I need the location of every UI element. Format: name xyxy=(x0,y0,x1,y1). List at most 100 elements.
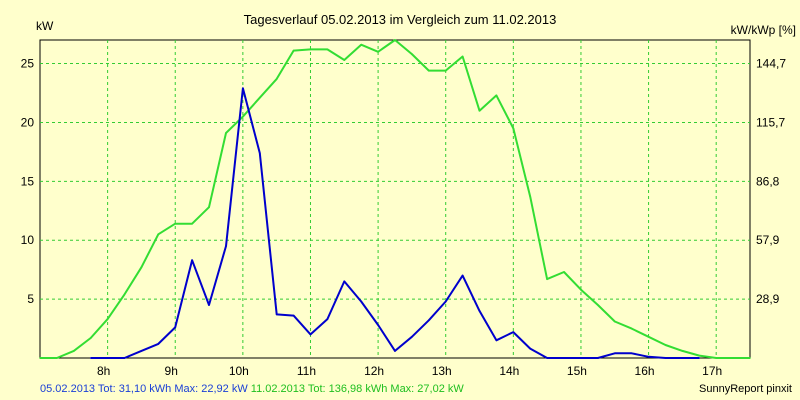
right-tick-label: 28,9 xyxy=(756,292,780,306)
x-tick-label: 13h xyxy=(432,364,452,378)
series-2-point xyxy=(208,206,210,208)
right-tick-label: 57,9 xyxy=(756,233,780,247)
series-2-point xyxy=(360,43,363,46)
series-2-point xyxy=(106,318,109,320)
legend: 05.02.2013 Tot: 31,10 kWh Max: 22,92 kW … xyxy=(40,383,464,395)
left-axis-unit: kW xyxy=(36,19,54,33)
series-1-point xyxy=(360,300,363,303)
x-tick-label: 10h xyxy=(229,364,249,378)
left-tick-label: 5 xyxy=(27,292,34,306)
x-tick-label: 8h xyxy=(97,364,110,378)
series-2-point xyxy=(377,51,379,53)
series-2-point xyxy=(681,350,684,352)
series-1-point xyxy=(495,339,498,342)
left-axis-ticks: 5 10 15 20 25 xyxy=(21,57,35,307)
series-1-point xyxy=(512,331,515,333)
series-2-point xyxy=(411,53,413,55)
left-tick-label: 15 xyxy=(21,174,35,188)
series-2-point xyxy=(140,266,143,269)
series-1-point xyxy=(461,274,464,277)
series xyxy=(39,39,751,359)
series-2-point xyxy=(157,233,160,236)
x-tick-label: 16h xyxy=(635,364,655,378)
right-tick-label: 115,7 xyxy=(756,115,785,129)
series-2-point xyxy=(73,350,75,352)
series-2-point xyxy=(732,357,734,359)
legend-series-1: 05.02.2013 Tot: 31,10 kWh Max: 22,92 kW xyxy=(40,383,248,395)
series-2-point xyxy=(225,132,227,134)
series-2-point xyxy=(647,336,650,338)
series-2-point xyxy=(563,271,565,273)
series-line-1 xyxy=(90,87,700,359)
plot-area xyxy=(39,39,751,359)
series-2-point xyxy=(715,357,717,359)
grid xyxy=(40,40,750,358)
series-1-point xyxy=(394,350,396,352)
legend-series-2: 11.02.2013 Tot: 136,98 kWh Max: 27,02 kW xyxy=(250,383,464,395)
series-1-point xyxy=(343,280,346,283)
series-2-point xyxy=(174,222,176,225)
x-tick-label: 17h xyxy=(702,364,722,378)
series-1-point xyxy=(377,324,379,326)
series-1-point xyxy=(580,357,582,359)
left-tick-label: 25 xyxy=(21,57,35,71)
series-1-point xyxy=(123,357,126,359)
series-2-point xyxy=(580,288,582,291)
series-2-point xyxy=(529,195,531,198)
series-1-point xyxy=(242,87,244,90)
series-2-point xyxy=(478,109,481,112)
series-2-point xyxy=(89,337,92,339)
series-2-point xyxy=(343,59,346,61)
series-1-point xyxy=(326,318,329,320)
series-2-point xyxy=(546,278,548,280)
series-2-point xyxy=(614,320,616,323)
series-2-point xyxy=(461,55,464,58)
series-2-point xyxy=(495,94,498,97)
series-2-point xyxy=(242,115,244,118)
series-2-point xyxy=(123,293,126,296)
series-1-point xyxy=(174,326,176,329)
series-1-point xyxy=(411,336,413,338)
series-2-point xyxy=(309,48,312,51)
series-2-point xyxy=(39,357,41,359)
series-2-point xyxy=(326,48,329,51)
series-1-point xyxy=(563,357,565,359)
series-2-point xyxy=(597,304,599,306)
series-2-point xyxy=(698,354,701,357)
x-tick-label: 15h xyxy=(567,364,587,378)
series-1-point xyxy=(698,357,701,359)
series-1-point xyxy=(89,357,92,359)
series-2-point xyxy=(749,357,751,359)
series-1-point xyxy=(478,310,481,312)
right-tick-label: 86,8 xyxy=(756,174,780,188)
series-2-point xyxy=(394,39,396,41)
series-1-point xyxy=(225,245,227,247)
right-axis-ticks: 28,9 57,9 86,8 115,7 144,7 xyxy=(756,57,786,307)
series-1-point xyxy=(259,152,261,154)
x-tick-label: 11h xyxy=(297,364,316,378)
x-tick-label: 14h xyxy=(499,364,519,378)
series-2-point xyxy=(428,69,430,72)
series-2-point xyxy=(56,357,58,359)
left-tick-label: 20 xyxy=(21,115,35,129)
left-tick-label: 10 xyxy=(21,233,35,247)
series-2-point xyxy=(292,49,295,52)
series-1-point xyxy=(444,300,447,303)
series-1-point xyxy=(95,357,97,359)
series-2-point xyxy=(512,127,515,130)
credit: SunnyReport pinxit xyxy=(699,383,792,395)
x-tick-label: 12h xyxy=(364,364,384,378)
right-axis-unit: kW/kWp [%] xyxy=(731,23,796,37)
series-2-point xyxy=(664,344,667,346)
series-1-point xyxy=(140,350,143,352)
series-1-point xyxy=(208,304,210,306)
x-axis-ticks: 8h 9h 10h 11h 12h 13h 14h 15h 16h 17h xyxy=(97,364,722,378)
series-2-point xyxy=(630,327,633,330)
chart-title: Tagesverlauf 05.02.2013 im Vergleich zum… xyxy=(244,12,557,27)
series-1-point xyxy=(292,314,295,317)
series-1-point xyxy=(309,333,312,336)
series-2-point xyxy=(444,69,447,72)
series-1-point xyxy=(681,357,684,359)
series-2-point xyxy=(259,96,261,99)
series-1-point xyxy=(546,357,548,359)
